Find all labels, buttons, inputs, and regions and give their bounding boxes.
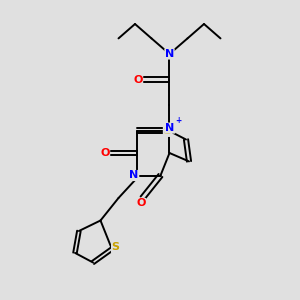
Text: O: O: [133, 74, 143, 85]
Text: N: N: [165, 49, 174, 59]
Text: S: S: [164, 126, 171, 136]
Text: O: O: [100, 148, 110, 158]
Text: S: S: [112, 242, 119, 253]
Text: N: N: [130, 170, 139, 181]
Text: +: +: [176, 116, 182, 125]
Text: O: O: [136, 198, 146, 208]
Text: N: N: [166, 123, 175, 133]
